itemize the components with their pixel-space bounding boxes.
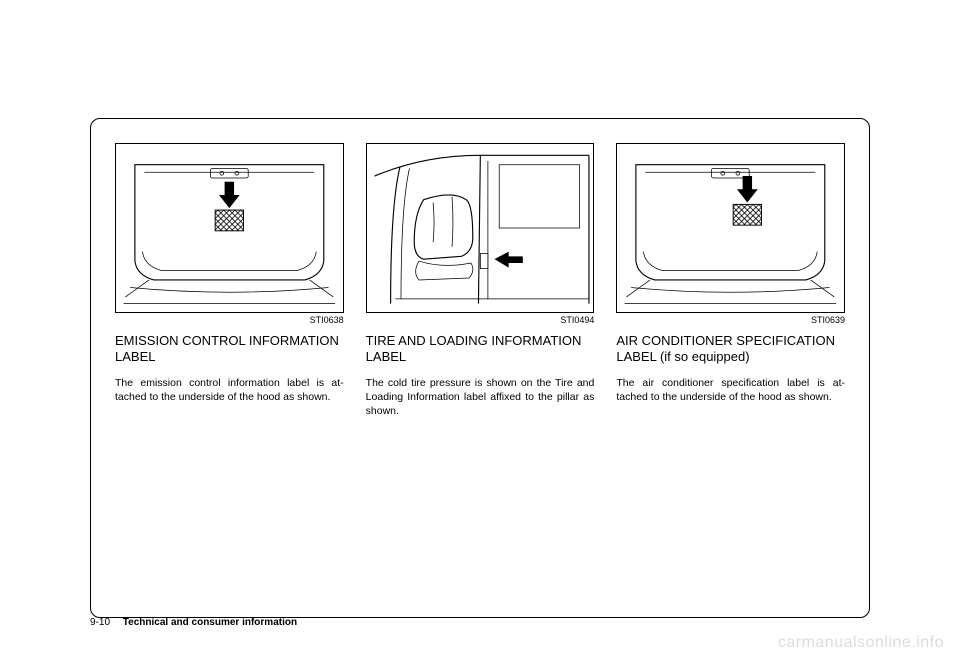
page-footer: 9-10 Technical and consumer information xyxy=(90,617,297,628)
page-number: 9-10 xyxy=(90,617,110,628)
hood-diagram-2 xyxy=(617,144,844,312)
door-diagram xyxy=(367,144,594,312)
content-frame: STI0638 EMISSION CONTROL INFORMATION LAB… xyxy=(90,118,870,618)
figure-emission-hood xyxy=(115,143,344,313)
column-2: STI0494 TIRE AND LOADING INFORMATION LAB… xyxy=(366,143,595,617)
figure-ac-hood xyxy=(616,143,845,313)
heading-tire: TIRE AND LOADING INFORMATION LABEL xyxy=(366,333,595,366)
column-3: STI0639 AIR CONDITIONER SPECIFICATION LA… xyxy=(616,143,845,617)
body-ac: The air conditioner specification label … xyxy=(616,376,845,404)
body-tire: The cold tire pressure is shown on the T… xyxy=(366,376,595,419)
watermark: carmanualsonline.info xyxy=(778,634,944,652)
section-title: Technical and consumer information xyxy=(123,617,297,628)
hood-diagram-1 xyxy=(116,144,343,312)
manual-page: STI0638 EMISSION CONTROL INFORMATION LAB… xyxy=(0,0,960,664)
column-1: STI0638 EMISSION CONTROL INFORMATION LAB… xyxy=(115,143,344,617)
figure-code-3: STI0639 xyxy=(616,315,845,325)
heading-emission: EMISSION CONTROL INFORMATION LABEL xyxy=(115,333,344,366)
figure-door-pillar xyxy=(366,143,595,313)
figure-code-1: STI0638 xyxy=(115,315,344,325)
figure-code-2: STI0494 xyxy=(366,315,595,325)
heading-ac: AIR CONDITIONER SPECIFICATION LABEL (if … xyxy=(616,333,845,366)
body-emission: The emission control information label i… xyxy=(115,376,344,404)
